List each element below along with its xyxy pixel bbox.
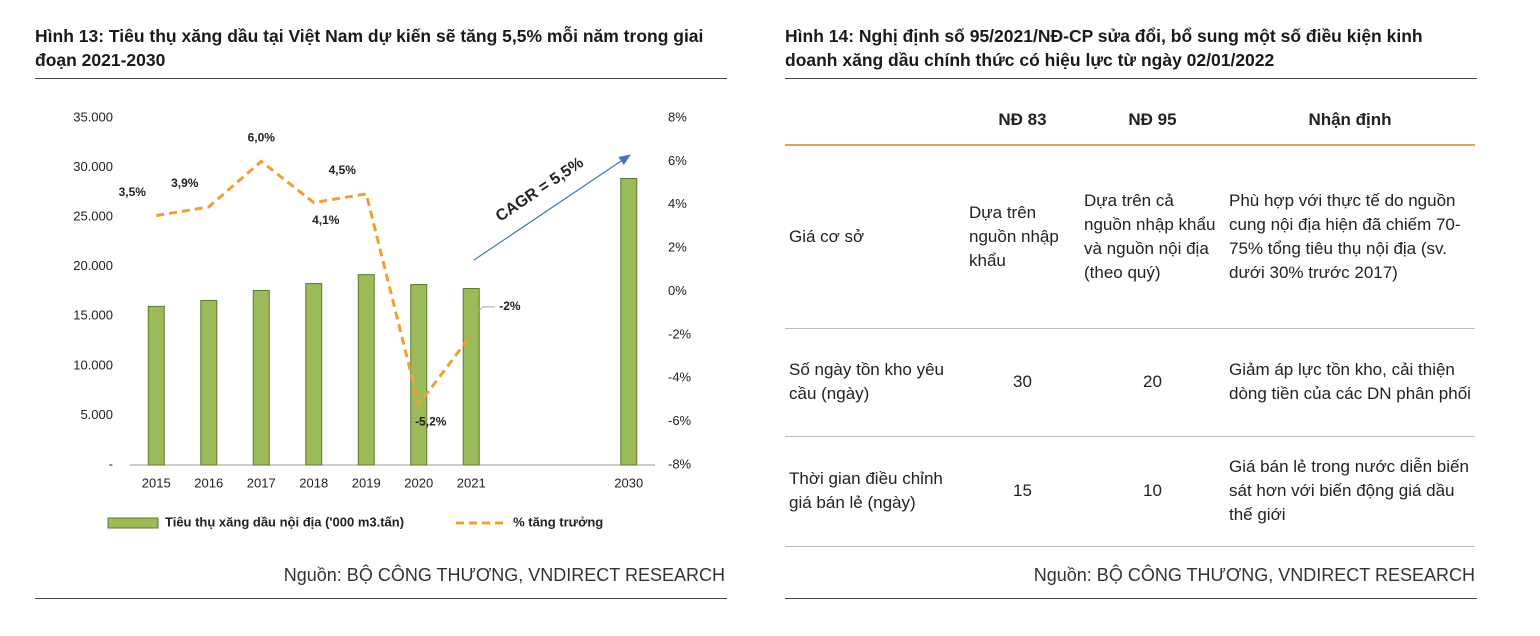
row-label: Giá cơ sở [785,145,965,329]
data-label: -2% [499,299,521,313]
data-label: 3,9% [171,176,199,190]
rule [35,78,727,79]
header-cell: Nhận định [1225,95,1475,146]
x-tick-label: 2016 [194,475,223,490]
leader-line [474,306,496,314]
x-tick-label: 2021 [457,475,486,490]
y2-tick-label: 4% [668,196,687,211]
cell: Dựa trên nguồn nhập khẩu [965,145,1080,329]
y-tick-label: 10.000 [73,357,113,372]
legend-label: % tăng trưởng [513,514,603,529]
bar [620,177,638,466]
y2-tick-label: 2% [668,240,687,255]
rule [785,78,1477,79]
data-label: 6,0% [248,131,276,145]
x-tick-label: 2015 [142,475,171,490]
chart-title: Hình 13: Tiêu thụ xăng dầu tại Việt Nam … [35,26,704,70]
cell: Dựa trên cả nguồn nhập khẩu và nguồn nội… [1080,145,1225,329]
y-tick-label: 30.000 [73,159,113,174]
y-tick-label: - [109,456,113,471]
data-label: 3,5% [119,185,147,199]
y2-tick-label: -6% [668,413,692,428]
bar [252,290,270,466]
cell: 15 [965,436,1080,547]
x-tick-label: 2017 [247,475,276,490]
legend-label: Tiêu thụ xăng dầu nội địa ('000 m3.tấn) [165,514,404,529]
bar [410,284,428,466]
cell: 20 [1080,328,1225,437]
header-cell [785,95,965,146]
header-cell: NĐ 83 [965,95,1080,146]
y-tick-label: 20.000 [73,258,113,273]
data-label: 4,5% [329,163,357,177]
legend-swatch [107,517,159,529]
y2-tick-label: 8% [668,109,687,124]
row-label: Số ngày tồn kho yêu cầu (ngày) [785,328,965,437]
rule [35,598,727,599]
y-tick-label: 35.000 [73,109,113,124]
y2-tick-label: -4% [668,370,692,385]
line [156,159,473,408]
x-tick-label: 2030 [614,475,643,490]
rule [785,598,1477,599]
y-tick-label: 15.000 [73,308,113,323]
header-cell: NĐ 95 [1080,95,1225,146]
y2-tick-label: 6% [668,153,687,168]
y2-tick-label: 0% [668,283,687,298]
cell: 30 [965,328,1080,437]
bar [200,299,218,466]
cell: 10 [1080,436,1225,547]
y-tick-label: 25.000 [73,209,113,224]
cagr-arrow [473,154,631,261]
y2-tick-label: -2% [668,326,692,341]
table: NĐ 83 NĐ 95 Nhận định Giá cơ sở Dựa trên… [785,95,1475,547]
bar [462,288,480,466]
chart-source: Nguồn: BỘ CÔNG THƯƠNG, VNDIRECT RESEARCH [283,565,725,585]
x-tick-label: 2018 [299,475,328,490]
bar [305,283,323,466]
row-label: Thời gian điều chỉnh giá bán lẻ (ngày) [785,436,965,547]
y-tick-label: 5.000 [80,407,113,422]
cell: Giảm áp lực tồn kho, cải thiện dòng tiền… [1225,328,1475,437]
data-label: -5,2% [415,414,447,428]
table-title: Hình 14: Nghị định số 95/2021/NĐ-CP sửa … [785,26,1423,70]
data-label: 4,1% [312,213,340,227]
annotation: CAGR = 5,5% [493,154,587,225]
cell: Phù hợp với thực tế do nguồn cung nội đị… [1225,145,1475,329]
x-tick-label: 2020 [404,475,433,490]
bar [357,274,375,466]
cell: Giá bán lẻ trong nước diễn biến sát hơn … [1225,436,1475,547]
x-tick-label: 2019 [352,475,381,490]
bar [147,305,165,466]
table-source: Nguồn: BỘ CÔNG THƯƠNG, VNDIRECT RESEARCH [1033,565,1475,585]
chart: CAGR = 5,5% - 5.000 10.000 15.000 20.000 25.0… [73,109,692,529]
y2-tick-label: -8% [668,456,692,471]
